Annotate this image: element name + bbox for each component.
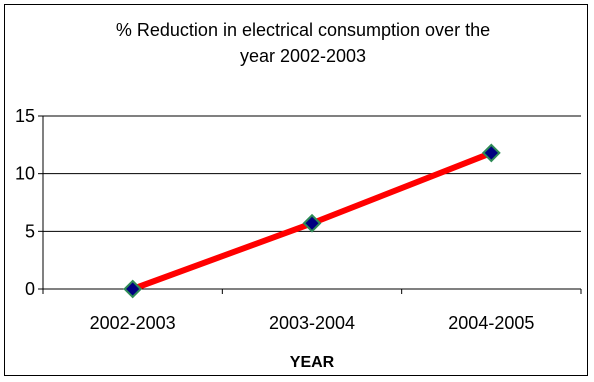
data-point-marker <box>123 279 143 299</box>
chart-title-line-1: % Reduction in electrical consumption ov… <box>115 20 491 40</box>
chart-title: % Reduction in electrical consumption ov… <box>0 17 594 69</box>
data-point-marker <box>481 143 501 163</box>
y-tick-label: 15 <box>15 106 35 126</box>
chart-frame <box>4 4 588 376</box>
axes <box>42 116 581 290</box>
x-axis-ticks: 2002-2003 2003-2004 2004-2005 <box>42 289 582 333</box>
chart-title-line-2: year 2002-2003 <box>239 46 367 66</box>
y-tick-label: 5 <box>25 221 35 241</box>
data-point-marker <box>302 213 322 233</box>
x-tick-label: 2004-2005 <box>448 313 534 333</box>
x-tick-label: 2002-2003 <box>90 313 176 333</box>
x-tick-label: 2003-2004 <box>269 313 355 333</box>
y-tick-label: 0 <box>25 279 35 299</box>
y-tick-label: 10 <box>15 164 35 184</box>
x-axis-title: YEAR <box>290 354 335 371</box>
series-group <box>123 143 501 299</box>
y-axis-ticks: 0 5 10 15 <box>15 106 43 299</box>
